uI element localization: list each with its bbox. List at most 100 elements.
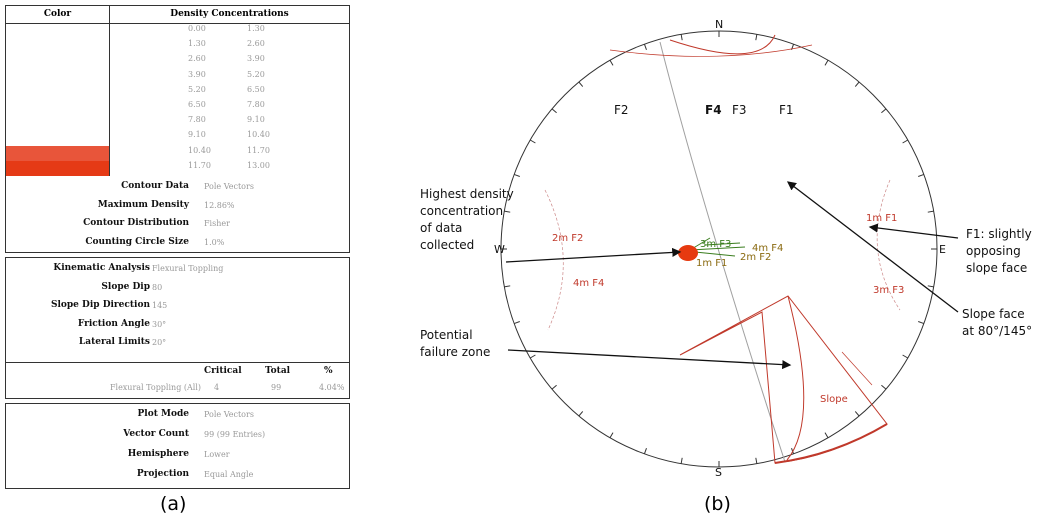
- rim-tick: [881, 108, 887, 114]
- density-row: 11.70 13.00: [110, 161, 349, 173]
- contour-settings-box: Contour Data Pole Vectors Maximum Density 1…: [5, 176, 350, 253]
- annotation-line: concentration: [420, 204, 504, 218]
- plane-f2-great-circle: [659, 41, 786, 463]
- pole-label: 4m F4: [752, 243, 783, 254]
- plane-top-great-circle-2: [609, 44, 813, 57]
- rim-tick: [881, 384, 887, 390]
- color-column-header: Color: [6, 6, 110, 24]
- potential-failure-annotation: Potential failure zone: [420, 327, 490, 361]
- color-swatch-column: [6, 24, 110, 176]
- pole-label: 3m F3: [873, 285, 904, 296]
- rim-tick: [918, 321, 925, 325]
- highest-density-annotation: Highest density concentration of data co…: [420, 186, 514, 254]
- contour-row: Contour Distribution Fisher: [6, 215, 349, 233]
- contour-row: Maximum Density 12.86%: [6, 197, 349, 215]
- f1-note-arrow: [868, 223, 959, 239]
- slope-face-annotation: Slope face at 80°/145°: [962, 306, 1032, 340]
- color-swatch: [6, 69, 109, 85]
- density-row: 1.30 2.60: [110, 39, 349, 51]
- rim-tick: [755, 34, 758, 41]
- rim-tick: [918, 173, 925, 177]
- density-high: 2.60: [247, 39, 265, 49]
- lateral-limit-arc: [774, 423, 888, 464]
- rim-tick: [529, 139, 536, 144]
- density-low: 10.40: [188, 145, 211, 155]
- rim-tick: [854, 411, 860, 417]
- density-low: 5.20: [188, 84, 206, 94]
- density-high: 6.50: [247, 84, 265, 94]
- critical-count: 4: [214, 383, 220, 392]
- plot-value: Lower: [204, 450, 230, 459]
- west-label: W: [494, 243, 505, 256]
- slope-face-arrow: [786, 181, 959, 313]
- set-label-f4: F4: [705, 103, 722, 117]
- failure-zone-arrow: [507, 349, 792, 370]
- kinematic-row: Lateral Limits 20°: [6, 334, 349, 352]
- density-concentration-table: Color Density Concentrations 0.00 1.30 1.3…: [5, 5, 350, 177]
- color-swatch: [6, 54, 109, 70]
- percent-header: %: [324, 366, 333, 376]
- density-row: 2.60 3.90: [110, 54, 349, 66]
- density-column-header: Density Concentrations: [110, 6, 349, 24]
- annotation-line: Slope face: [962, 307, 1025, 321]
- plot-row: Plot Mode Pole Vectors: [6, 406, 349, 424]
- pole-label: 4m F4: [573, 278, 604, 289]
- annotation-line: collected: [420, 238, 475, 252]
- kinematic-label: Slope Dip Direction: [50, 300, 150, 310]
- set-label-f1: F1: [779, 103, 794, 117]
- rim-tick: [504, 285, 511, 288]
- density-row: 6.50 7.80: [110, 100, 349, 112]
- pole-label: 3m F3: [700, 239, 731, 250]
- rim-tick: [609, 59, 614, 66]
- plane-west-great-circle: [544, 189, 564, 331]
- plot-row: Hemisphere Lower: [6, 446, 349, 464]
- annotation-line: Potential: [420, 328, 473, 342]
- slope-plane-label: Slope: [820, 394, 848, 405]
- density-high: 9.10: [247, 115, 265, 125]
- density-high: 3.90: [247, 54, 265, 64]
- plot-label: Hemisphere: [127, 449, 189, 459]
- annotation-line: at 80°/145°: [962, 324, 1033, 338]
- primitive-circle: [500, 30, 938, 468]
- density-low: 7.80: [188, 115, 206, 125]
- density-row: 9.10 10.40: [110, 130, 349, 142]
- critical-percent: 4.04%: [319, 383, 345, 392]
- divider: [6, 362, 349, 363]
- contour-value: 12.86%: [204, 200, 235, 210]
- panel-a-caption: (a): [160, 493, 187, 515]
- color-swatch: [6, 24, 109, 40]
- density-high: 11.70: [247, 145, 270, 155]
- pole-label: 2m F2: [552, 233, 583, 244]
- annotation-line: failure zone: [420, 345, 491, 359]
- annotation-line: of data: [420, 221, 463, 235]
- kinematic-row: Slope Dip 80: [6, 279, 349, 297]
- rim-tick: [902, 139, 909, 144]
- kinematic-value: 20°: [152, 338, 167, 347]
- critical-row-label: Flexural Toppling (All): [109, 383, 201, 392]
- rim-tick: [643, 448, 647, 455]
- plane-east-great-circle: [876, 179, 901, 311]
- rim-tick: [643, 43, 647, 50]
- density-row: 10.40 11.70: [110, 146, 349, 158]
- total-header: Total: [265, 366, 291, 376]
- rim-tick: [529, 354, 536, 359]
- density-row: 3.90 5.20: [110, 70, 349, 82]
- rim-tick: [927, 285, 934, 288]
- density-hotspot: [678, 245, 698, 261]
- contour-label: Contour Data: [121, 181, 189, 191]
- rim-tick: [513, 321, 520, 325]
- density-low: 3.90: [188, 69, 206, 79]
- lateral-limit-line: [841, 351, 873, 386]
- annotation-line: slope face: [966, 261, 1028, 275]
- contour-value: 1.0%: [204, 237, 225, 247]
- contour-value: Fisher: [204, 219, 230, 228]
- plot-label: Vector Count: [123, 429, 189, 439]
- total-count: 99: [271, 383, 282, 392]
- rim-tick: [551, 384, 557, 390]
- failure-zone-arc: [786, 295, 805, 461]
- annotation-line: Highest density: [420, 187, 514, 201]
- plot-value: Pole Vectors: [204, 410, 254, 419]
- color-swatch: [6, 145, 109, 161]
- color-swatch: [6, 39, 109, 55]
